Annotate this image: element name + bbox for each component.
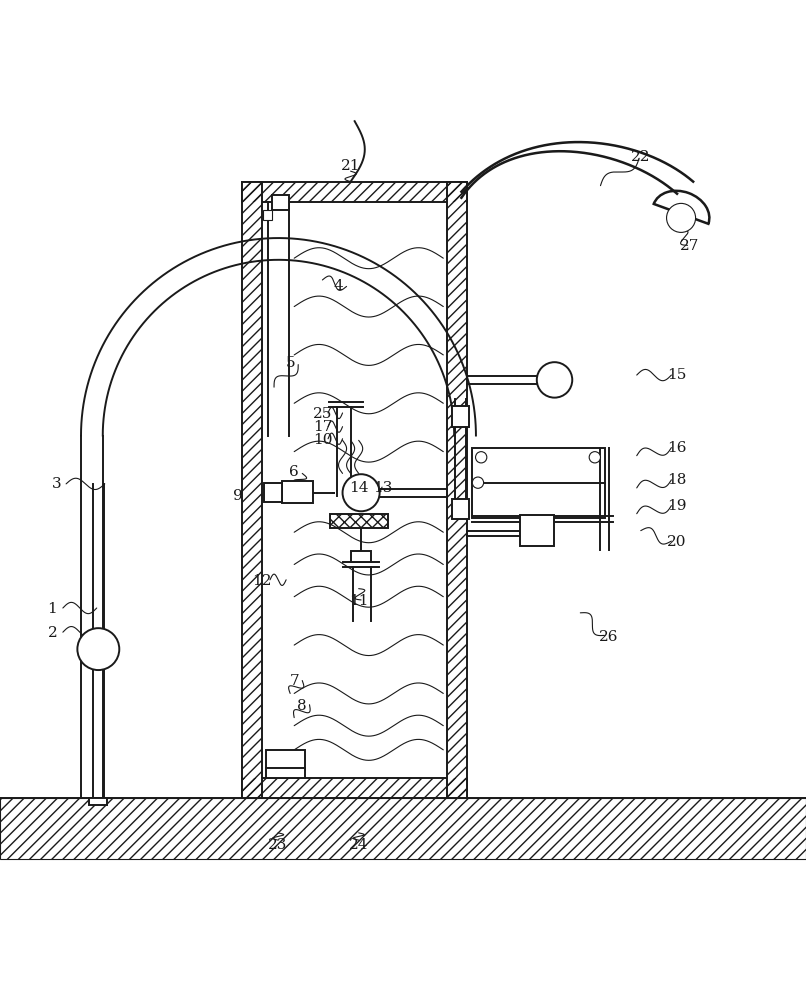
Bar [242, 182, 262, 798]
Text: 23: 23 [268, 838, 288, 852]
Bar [472, 448, 604, 518]
Text: 26: 26 [599, 630, 618, 644]
Bar [266, 750, 305, 770]
Text: 8: 8 [297, 699, 307, 713]
Bar [520, 515, 554, 546]
Bar [447, 182, 467, 798]
Bar [242, 182, 467, 202]
Circle shape [472, 477, 484, 488]
Circle shape [476, 452, 487, 463]
Circle shape [589, 452, 600, 463]
Text: 3: 3 [52, 477, 61, 491]
Bar [282, 481, 313, 503]
Bar [447, 182, 467, 798]
Bar [89, 798, 107, 805]
Text: 11: 11 [349, 594, 368, 608]
Text: 16: 16 [667, 441, 687, 455]
Text: 5: 5 [285, 356, 295, 370]
Bar [242, 778, 467, 798]
Text: 1: 1 [48, 602, 57, 616]
Text: 12: 12 [252, 574, 272, 588]
Text: 6: 6 [289, 465, 299, 479]
Bar [351, 551, 371, 562]
Bar [264, 483, 282, 502]
Bar [266, 768, 305, 778]
Bar [242, 182, 467, 202]
Circle shape [343, 474, 380, 511]
Text: 15: 15 [667, 368, 687, 382]
Bar [242, 778, 467, 798]
Text: 19: 19 [667, 499, 687, 513]
Text: 10: 10 [313, 433, 332, 447]
Text: 20: 20 [667, 535, 687, 549]
Text: 4: 4 [334, 279, 343, 293]
Text: 21: 21 [341, 159, 360, 173]
Bar [242, 182, 262, 798]
Bar [452, 499, 469, 519]
Bar [0, 798, 806, 859]
Text: 25: 25 [313, 407, 332, 421]
Bar [452, 406, 469, 427]
Bar [263, 210, 272, 220]
Text: 24: 24 [349, 838, 368, 852]
Text: 17: 17 [313, 420, 332, 434]
Circle shape [537, 362, 572, 398]
Text: 2: 2 [48, 626, 57, 640]
Text: 9: 9 [233, 489, 243, 503]
Circle shape [667, 203, 696, 232]
Text: 7: 7 [289, 674, 299, 688]
Text: 14: 14 [349, 481, 368, 495]
Text: 13: 13 [373, 481, 393, 495]
Bar [272, 195, 289, 210]
Bar [0, 798, 806, 859]
Text: 18: 18 [667, 473, 687, 487]
Bar [330, 514, 388, 528]
Circle shape [77, 628, 119, 670]
Text: 27: 27 [679, 239, 699, 253]
Text: 22: 22 [631, 150, 650, 164]
